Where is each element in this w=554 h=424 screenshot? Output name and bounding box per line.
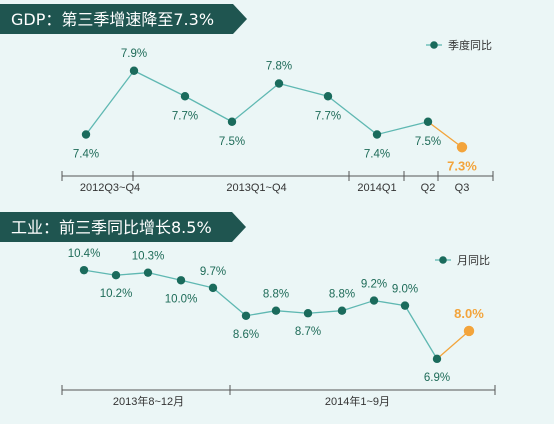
- data-point: [400, 301, 410, 310]
- data-point: [111, 271, 121, 280]
- series-line-segment: [376, 121, 429, 136]
- period-label: 2014年1~9月: [325, 394, 390, 408]
- data-label: 7.9%: [121, 48, 147, 60]
- data-point: [180, 92, 190, 101]
- data-label: 10.4%: [68, 248, 101, 260]
- data-point: [208, 283, 218, 293]
- data-point: [176, 276, 186, 285]
- data-label: 6.9%: [424, 372, 450, 384]
- data-point: [323, 92, 333, 101]
- data-point: [274, 79, 284, 88]
- legend-label: 季度同比: [448, 38, 492, 52]
- series-line-segment: [275, 310, 309, 314]
- data-label: 7.4%: [73, 149, 99, 161]
- legend-marker: [439, 256, 447, 264]
- series-line-segment: [245, 310, 277, 317]
- data-point: [372, 130, 382, 139]
- series-line-segment: [147, 272, 182, 281]
- period-label: Q3: [455, 182, 470, 194]
- data-point: [143, 268, 153, 277]
- series-line-segment: [85, 70, 135, 135]
- legend-marker: [430, 41, 438, 49]
- legend-label: 月同比: [457, 254, 490, 267]
- data-label: 7.8%: [266, 61, 292, 73]
- period-label: 2013Q1~Q4: [226, 182, 286, 194]
- data-point: [271, 306, 281, 315]
- data-label: 8.8%: [329, 289, 355, 301]
- data-label: 7.4%: [364, 149, 390, 161]
- data-label: 7.7%: [172, 110, 198, 122]
- period-label: 2014Q1: [357, 182, 396, 194]
- period-label: 2013年8~12月: [113, 394, 184, 408]
- series-line-segment: [436, 330, 470, 360]
- series-line-segment: [115, 272, 149, 276]
- data-label: 7.5%: [219, 136, 245, 148]
- data-label: 8.6%: [233, 329, 259, 341]
- series-line-segment: [341, 299, 375, 312]
- title-banner: [0, 4, 247, 34]
- series-line-segment: [278, 82, 329, 97]
- chart-1: GDP：第三季增速降至7.3% 季度同比 7.4% 7.9% 7.7% 7.5% 7.8% 7…: [0, 4, 494, 194]
- data-label: 9.0%: [392, 284, 418, 296]
- data-point: [129, 66, 139, 75]
- data-point: [456, 142, 468, 153]
- series-line-segment: [212, 287, 247, 317]
- period-label: 2012Q3~Q4: [80, 182, 140, 194]
- chart-title: GDP：第三季增速降至7.3%: [11, 10, 214, 29]
- data-point: [303, 309, 313, 318]
- data-label: 8.8%: [263, 289, 289, 301]
- data-point: [79, 265, 89, 275]
- data-label: 9.7%: [200, 266, 226, 278]
- data-label: 7.7%: [315, 110, 341, 122]
- data-point: [337, 306, 347, 315]
- series-line-segment: [327, 95, 378, 136]
- data-label: 8.0%: [454, 306, 484, 321]
- data-point: [463, 325, 475, 337]
- data-label: 10.3%: [132, 251, 165, 263]
- period-label: Q2: [421, 182, 436, 194]
- series-line-segment: [133, 70, 186, 97]
- data-point: [227, 117, 237, 126]
- chart-title: 工业：前三季同比增长8.5%: [11, 218, 212, 237]
- data-point: [369, 296, 379, 305]
- series-line-segment: [307, 310, 343, 314]
- data-point: [241, 311, 251, 320]
- data-point: [423, 117, 433, 126]
- series-line-segment: [180, 279, 214, 289]
- chart-2: 工业：前三季同比增长8.5% 月同比 10.4% 10.2% 10.3% 10.0% 9.7…: [0, 212, 496, 408]
- series-line-segment: [427, 121, 463, 148]
- data-label: 8.7%: [295, 326, 321, 338]
- data-label: 10.2%: [100, 288, 133, 300]
- series-line-segment: [184, 95, 233, 123]
- title-banner: [0, 212, 246, 242]
- series-line-segment: [404, 305, 438, 360]
- series-line-segment: [231, 82, 280, 123]
- series-line-segment: [373, 299, 406, 307]
- data-point: [81, 130, 91, 139]
- data-label: 7.3%: [447, 158, 477, 173]
- data-point: [432, 354, 442, 364]
- data-label: 7.5%: [415, 136, 441, 148]
- data-label: 9.2%: [361, 279, 387, 291]
- series-line-segment: [83, 269, 117, 276]
- data-label: 10.0%: [165, 293, 198, 305]
